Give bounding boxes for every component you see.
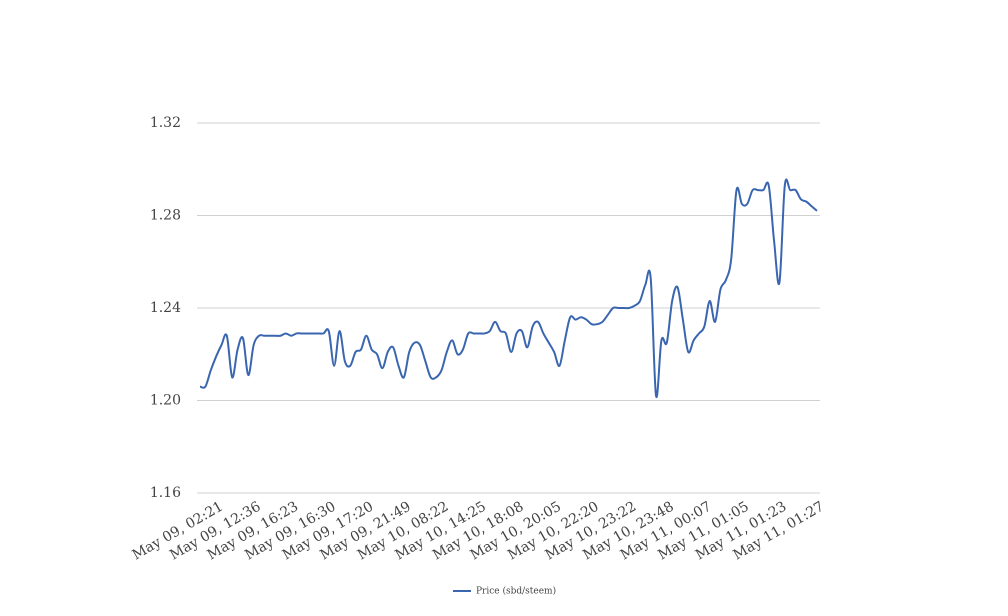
y-tick-label: 1.28 [150, 208, 181, 224]
y-tick-label: 1.24 [150, 300, 181, 316]
legend-label: Price (sbd/steem) [476, 586, 556, 597]
price-line [199, 178, 818, 399]
y-tick-label: 1.16 [150, 485, 181, 501]
y-tick-label: 1.20 [150, 393, 181, 409]
y-tick-label: 1.32 [150, 115, 181, 131]
